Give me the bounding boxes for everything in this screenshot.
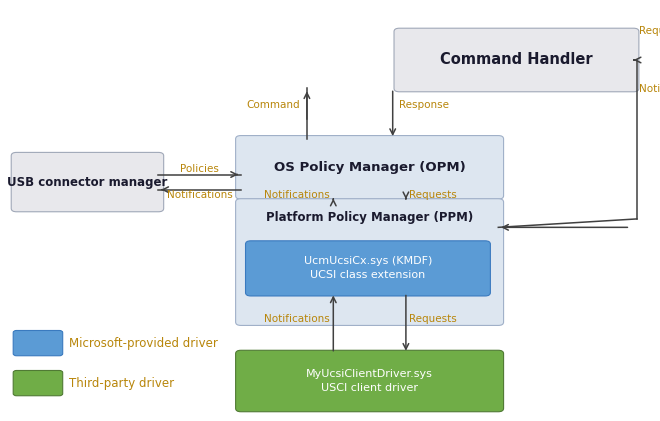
Text: Command Handler: Command Handler	[440, 53, 593, 67]
Text: Requests: Requests	[639, 26, 660, 35]
Text: Notifications: Notifications	[639, 85, 660, 94]
Text: Third-party driver: Third-party driver	[69, 377, 174, 389]
Text: Response: Response	[399, 100, 449, 110]
Text: Command: Command	[247, 100, 300, 110]
FancyBboxPatch shape	[13, 330, 63, 356]
Text: Requests: Requests	[409, 190, 457, 200]
FancyBboxPatch shape	[246, 241, 490, 296]
FancyBboxPatch shape	[236, 199, 504, 325]
Text: Microsoft-provided driver: Microsoft-provided driver	[69, 337, 218, 349]
Text: Platform Policy Manager (PPM): Platform Policy Manager (PPM)	[266, 211, 473, 224]
Text: USB connector manager: USB connector manager	[7, 176, 168, 189]
Text: Notifications: Notifications	[264, 190, 330, 200]
Text: OS Policy Manager (OPM): OS Policy Manager (OPM)	[274, 161, 465, 174]
FancyBboxPatch shape	[236, 136, 504, 199]
Text: MyUcsiClientDriver.sys
USCI client driver: MyUcsiClientDriver.sys USCI client drive…	[306, 369, 433, 393]
FancyBboxPatch shape	[236, 350, 504, 412]
FancyBboxPatch shape	[11, 152, 164, 212]
FancyBboxPatch shape	[394, 28, 639, 92]
Text: Notifications: Notifications	[264, 314, 330, 324]
Text: Notifications: Notifications	[167, 190, 232, 200]
Text: Requests: Requests	[409, 314, 457, 324]
Text: Policies: Policies	[180, 164, 219, 174]
Text: UcmUcsiCx.sys (KMDF)
UCSI class extension: UcmUcsiCx.sys (KMDF) UCSI class extensio…	[304, 256, 432, 280]
FancyBboxPatch shape	[13, 370, 63, 396]
